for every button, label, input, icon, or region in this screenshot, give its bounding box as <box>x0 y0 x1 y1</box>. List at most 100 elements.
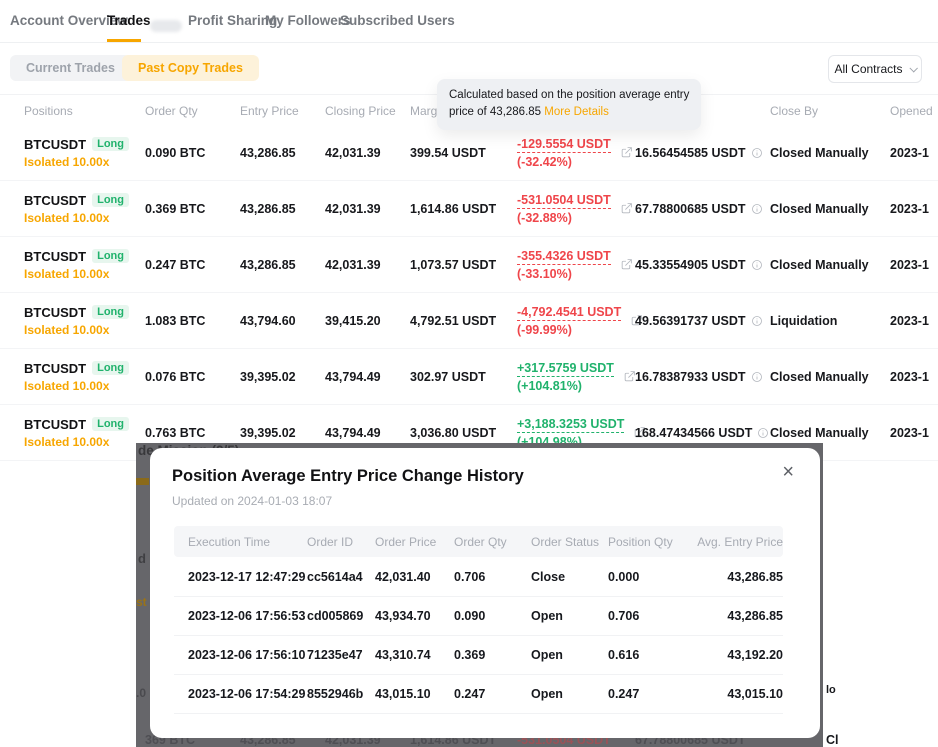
subtab-current-trades[interactable]: Current Trades <box>10 55 131 81</box>
more-details-link[interactable]: More Details <box>544 106 609 119</box>
opened-value: 2023-1 <box>890 201 929 216</box>
contracts-filter-value: All Contracts <box>834 62 903 76</box>
fee-cell: 45.33554905 USDT <box>635 258 763 272</box>
trades-table-body: BTCUSDT Long Isolated 10.00x 0.090 BTC 43… <box>0 125 938 461</box>
tab-trades[interactable]: Trades <box>107 13 151 28</box>
col-opened: Opened <box>890 104 933 118</box>
fee-cell: 49.56391737 USDT <box>635 314 763 328</box>
col-closing-price: Closing Price <box>325 104 396 118</box>
external-link-icon[interactable] <box>620 202 633 215</box>
order-qty-value: 1.083 BTC <box>145 313 206 328</box>
table-row: BTCUSDT Long Isolated 10.00x 0.247 BTC 43… <box>0 237 938 293</box>
close-by-value: Closed Manually <box>770 369 869 384</box>
position-symbol: BTCUSDT <box>24 192 87 208</box>
modal-table-header-bar <box>174 526 783 557</box>
chevron-down-icon <box>908 64 918 73</box>
closing-price-value: 39,415.20 <box>325 313 381 328</box>
opened-value: 2023-1 <box>890 145 929 160</box>
side-badge: Long <box>92 193 129 207</box>
info-icon[interactable] <box>751 203 763 215</box>
external-link-icon[interactable] <box>633 426 646 439</box>
order-qty-value: 0.247 BTC <box>145 257 206 272</box>
info-icon[interactable] <box>751 147 763 159</box>
modal-updated-timestamp: Updated on 2024-01-03 18:07 <box>172 494 333 508</box>
external-link-icon[interactable] <box>623 370 636 383</box>
mcol-order-price: Order Price <box>375 535 437 549</box>
pnl-cell[interactable]: -355.4326 USDT (-33.10%) <box>517 249 633 281</box>
close-by-value: Closed Manually <box>770 425 869 440</box>
order-qty-value: 0.763 BTC <box>145 425 206 440</box>
close-by-value: Closed Manually <box>770 257 869 272</box>
position-cell: BTCUSDT Long Isolated 10.00x <box>24 137 129 169</box>
margin-value: 302.97 USDT <box>410 369 486 384</box>
position-leverage: Isolated 10.00x <box>24 378 110 393</box>
close-by-value: Liquidation <box>770 313 838 328</box>
closing-price-value: 42,031.39 <box>325 145 381 160</box>
closing-price-value: 42,031.39 <box>325 201 381 216</box>
close-by-value: Closed Manually <box>770 201 869 216</box>
order-qty-value: 0.076 BTC <box>145 369 206 384</box>
margin-value: 1,073.57 USDT <box>410 257 497 272</box>
margin-value: 399.54 USDT <box>410 145 486 160</box>
side-badge: Long <box>92 249 129 263</box>
position-cell: BTCUSDT Long Isolated 10.00x <box>24 193 129 225</box>
tab-subscribed-users[interactable]: Subscribed Users <box>340 13 455 28</box>
position-symbol: BTCUSDT <box>24 360 87 376</box>
pnl-cell[interactable]: +317.5759 USDT (+104.81%) <box>517 361 636 393</box>
external-link-icon[interactable] <box>620 258 633 271</box>
external-link-icon[interactable] <box>630 314 643 327</box>
subtab-past-copy-trades[interactable]: Past Copy Trades <box>122 55 259 81</box>
external-link-icon[interactable] <box>620 146 633 159</box>
side-badge: Long <box>92 305 129 319</box>
close-icon[interactable]: × <box>782 461 794 483</box>
info-icon[interactable] <box>751 371 763 383</box>
mcol-avg-entry-price: Avg. Entry Price <box>697 535 783 549</box>
tab-my-followers[interactable]: My Followers <box>265 13 351 28</box>
modal-table-row: 2023-12-06 17:56:53 cd005869 43,934.70 0.0… <box>174 596 783 636</box>
margin-value: 4,792.51 USDT <box>410 313 497 328</box>
entry-price-value: 43,286.85 <box>240 145 296 160</box>
fee-cell: 16.78387933 USDT <box>635 370 763 384</box>
table-row: BTCUSDT Long Isolated 10.00x 0.090 BTC 43… <box>0 125 938 181</box>
table-row: BTCUSDT Long Isolated 10.00x 1.083 BTC 43… <box>0 293 938 349</box>
closing-price-value: 43,794.49 <box>325 425 381 440</box>
pnl-explanation-tooltip: Calculated based on the position average… <box>437 79 702 130</box>
opened-value: 2023-1 <box>890 369 929 384</box>
entry-price-value: 39,395.02 <box>240 425 296 440</box>
position-leverage: Isolated 10.00x <box>24 210 110 225</box>
entry-price-history-modal: Position Average Entry Price Change Hist… <box>150 448 820 738</box>
mcol-execution-time: Execution Time <box>188 535 271 549</box>
info-icon[interactable] <box>757 427 769 439</box>
table-row: BTCUSDT Long Isolated 10.00x 0.076 BTC 39… <box>0 349 938 405</box>
opened-value: 2023-1 <box>890 425 929 440</box>
mcol-order-id: Order ID <box>307 535 354 549</box>
position-cell: BTCUSDT Long Isolated 10.00x <box>24 249 129 281</box>
pnl-cell[interactable]: -129.5554 USDT (-32.42%) <box>517 137 633 169</box>
table-row: BTCUSDT Long Isolated 10.00x 0.369 BTC 43… <box>0 181 938 237</box>
background-text-fragment: lo <box>826 684 836 696</box>
side-badge: Long <box>92 361 129 375</box>
active-tab-underline <box>107 39 141 42</box>
pnl-cell[interactable]: -4,792.4541 USDT (-99.99%) <box>517 305 643 337</box>
pnl-cell[interactable]: -531.0504 USDT (-32.88%) <box>517 193 633 225</box>
closing-price-value: 42,031.39 <box>325 257 381 272</box>
position-leverage: Isolated 10.00x <box>24 434 110 449</box>
close-by-value: Closed Manually <box>770 145 869 160</box>
margin-value: 1,614.86 USDT <box>410 201 497 216</box>
position-leverage: Isolated 10.00x <box>24 322 110 337</box>
redacted-tab-blur <box>150 20 182 32</box>
entry-price-value: 43,286.85 <box>240 201 296 216</box>
tab-account-overview[interactable]: Account Overview <box>10 13 128 28</box>
mcol-order-status: Order Status <box>531 535 600 549</box>
top-tab-bar: Account Overview Trades Profit Sharing M… <box>0 0 938 43</box>
col-entry-price: Entry Price <box>240 104 299 118</box>
side-badge: Long <box>92 137 129 151</box>
contracts-filter-dropdown[interactable]: All Contracts <box>828 55 922 83</box>
info-icon[interactable] <box>751 315 763 327</box>
position-leverage: Isolated 10.00x <box>24 154 110 169</box>
entry-price-value: 39,395.02 <box>240 369 296 384</box>
info-icon[interactable] <box>751 259 763 271</box>
dimmed-text-fragment: st <box>136 595 147 609</box>
tab-profit-sharing[interactable]: Profit Sharing <box>188 13 278 28</box>
